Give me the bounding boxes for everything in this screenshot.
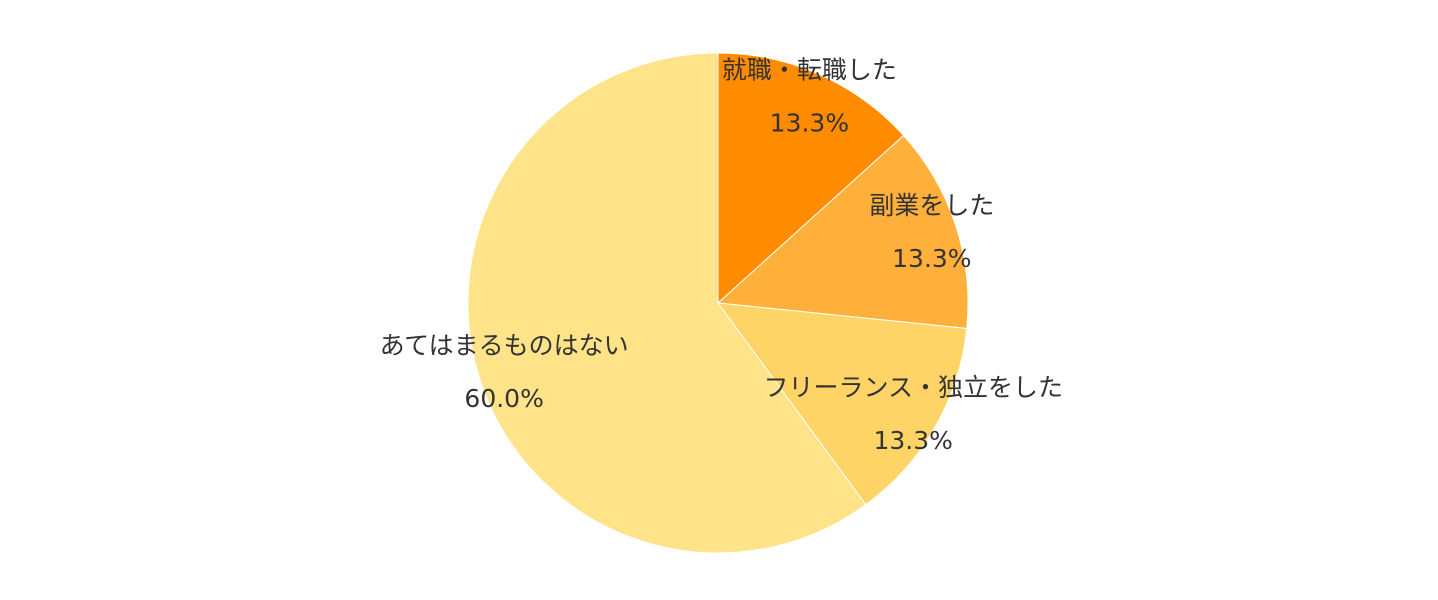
slice-label: 副業をした — [869, 191, 994, 220]
slice-value-label: 13.3% — [873, 426, 952, 455]
slice-label: 就職・転職した — [722, 55, 897, 84]
slice-label: フリーランス・独立をした — [763, 373, 1063, 402]
pie-slice — [716, 134, 969, 330]
slice-value-label: 13.3% — [892, 244, 971, 273]
pie-slice — [716, 302, 968, 506]
slice-value-label: 13.3% — [770, 108, 849, 137]
pie-slice — [717, 52, 905, 305]
slice-label: あてはまるものはない — [380, 331, 629, 360]
slice-value-label: 60.0% — [464, 384, 543, 413]
pie-slice — [467, 52, 867, 554]
